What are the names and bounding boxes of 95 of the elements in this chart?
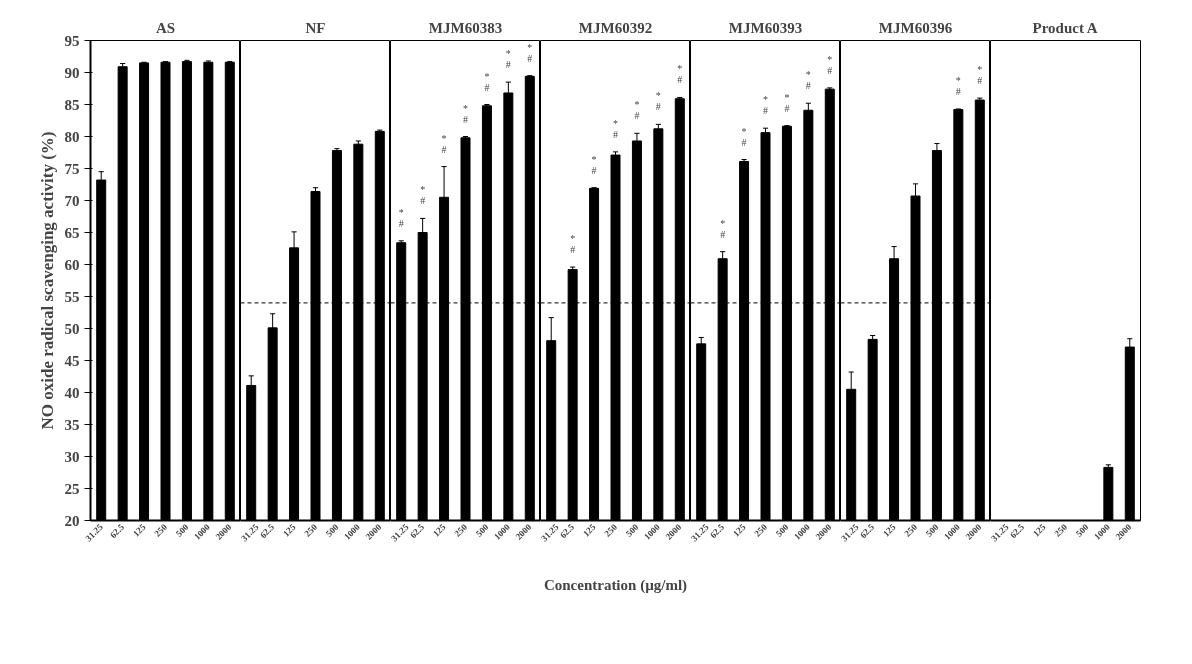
annotation: # (827, 64, 833, 76)
annotation: * (398, 206, 404, 218)
annotation: # (484, 81, 490, 93)
x-tick-label: 500 (1073, 521, 1091, 539)
annotation: * (655, 90, 661, 102)
x-tick-label: 125 (730, 521, 748, 539)
y-tick-label: 20 (64, 512, 80, 529)
annotation: * (463, 102, 468, 114)
annotation: * (634, 99, 640, 111)
x-tick-label: 250 (602, 521, 620, 539)
x-axis-title: Concentration (µg/ml) (543, 577, 688, 595)
annotation: * (677, 63, 683, 75)
chart-title: MJM60383 (428, 19, 503, 36)
annotation: # (398, 217, 404, 229)
x-tick-label: 125 (130, 521, 148, 539)
x-tick-label: 125 (430, 521, 448, 539)
x-tick-label: 62.5 (707, 521, 727, 541)
annotation: # (955, 85, 961, 97)
annotation: # (420, 195, 426, 207)
annotation: * (763, 94, 768, 106)
x-tick-label: 250 (452, 521, 470, 539)
annotation: # (977, 75, 983, 87)
x-tick-label: 500 (173, 521, 191, 539)
y-tick-label: 60 (64, 256, 80, 273)
annotation: * (977, 64, 983, 76)
annotation: # (463, 113, 468, 125)
y-tick-label: 70 (64, 192, 80, 209)
annotation: * (741, 125, 747, 137)
annotation: # (763, 105, 768, 117)
x-tick-label: 250 (752, 521, 770, 539)
annotation: * (505, 48, 511, 60)
y-axis-title: NO oxide radical scavenging activity (%) (37, 131, 57, 430)
annotation: # (441, 143, 447, 155)
x-tick-label: 500 (323, 521, 341, 539)
y-tick-label: 40 (64, 384, 80, 401)
x-tick-label: 62.5 (1007, 521, 1027, 541)
annotation: * (441, 132, 447, 144)
y-tick-label: 95 (64, 32, 80, 49)
x-tick-label: 500 (773, 521, 791, 539)
x-tick-label: 500 (473, 521, 491, 539)
y-tick-label: 45 (64, 352, 80, 369)
annotation: # (784, 102, 790, 114)
annotation: # (527, 52, 533, 64)
x-tick-label: 250 (1052, 521, 1070, 539)
chart-title: AS (155, 19, 176, 36)
y-tick-label: 55 (64, 288, 80, 305)
x-tick-label: 250 (152, 521, 170, 539)
y-tick-label: 90 (64, 64, 80, 81)
y-tick-label: 80 (64, 128, 80, 145)
x-tick-label: 125 (580, 521, 598, 539)
x-tick-label: 125 (1030, 521, 1048, 539)
annotation: # (634, 110, 640, 122)
annotation: * (570, 233, 576, 245)
x-tick-label: 500 (623, 521, 641, 539)
x-tick-label: 62.5 (257, 521, 277, 541)
y-tick-label: 35 (64, 416, 80, 433)
annotation: # (591, 164, 597, 176)
y-tick-label: 30 (64, 448, 80, 465)
annotation: # (505, 59, 511, 71)
annotation: * (955, 74, 961, 86)
x-tick-label: 62.5 (857, 521, 877, 541)
x-tick-label: 250 (302, 521, 320, 539)
annotation: * (591, 153, 597, 165)
annotation: # (570, 244, 576, 256)
annotation: * (613, 117, 618, 129)
chart-title: NF (305, 19, 326, 36)
x-tick-label: 500 (923, 521, 941, 539)
x-tick-label: 62.5 (557, 521, 577, 541)
annotation: * (484, 70, 490, 82)
annotation: * (720, 217, 726, 229)
annotation: * (420, 184, 426, 196)
y-tick-label: 25 (64, 480, 80, 497)
y-tick-label: 50 (64, 320, 80, 337)
annotation: * (527, 41, 533, 53)
x-tick-label: 125 (280, 521, 298, 539)
x-tick-label: 62.5 (407, 521, 427, 541)
annotation: # (741, 136, 747, 148)
annotation: # (677, 74, 683, 86)
annotation: * (827, 53, 833, 65)
chart-title: MJM60392 (578, 19, 653, 36)
y-tick-label: 85 (64, 96, 80, 113)
x-tick-label: 125 (880, 521, 898, 539)
x-tick-label: 250 (902, 521, 920, 539)
annotation: # (613, 128, 618, 140)
y-tick-label: 75 (64, 160, 80, 177)
chart-title: Product A (1032, 19, 1098, 36)
x-tick-label: 62.5 (107, 521, 127, 541)
annotation: # (720, 228, 726, 240)
chart-title: MJM60396 (878, 19, 953, 36)
annotation: # (655, 101, 661, 113)
annotation: * (805, 69, 811, 81)
chart-title: MJM60393 (728, 19, 803, 36)
annotation: # (805, 80, 811, 92)
annotation: * (784, 91, 790, 103)
y-tick-label: 65 (64, 224, 80, 241)
